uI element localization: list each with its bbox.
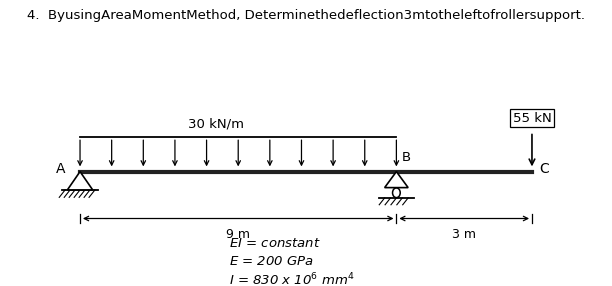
Text: 55 kN: 55 kN xyxy=(513,112,551,125)
Polygon shape xyxy=(384,172,408,188)
Text: 30 kN/m: 30 kN/m xyxy=(188,118,244,130)
Text: B: B xyxy=(401,151,411,164)
Text: 3 m: 3 m xyxy=(452,228,476,241)
Text: C: C xyxy=(540,162,550,176)
Text: $I$ = 830 x 10$^6$ mm$^4$: $I$ = 830 x 10$^6$ mm$^4$ xyxy=(229,272,355,286)
Polygon shape xyxy=(67,172,92,190)
Text: 9 m: 9 m xyxy=(226,228,250,241)
Text: 4.  ByusingAreaMomentMethod, Determinethedeflection3mtotheleftofrollersupport.: 4. ByusingAreaMomentMethod, Determinethe… xyxy=(27,9,585,21)
Text: $E$ = 200 GPa: $E$ = 200 GPa xyxy=(229,255,314,267)
Text: A: A xyxy=(56,162,66,176)
Text: $EI$ = constant: $EI$ = constant xyxy=(229,237,321,250)
